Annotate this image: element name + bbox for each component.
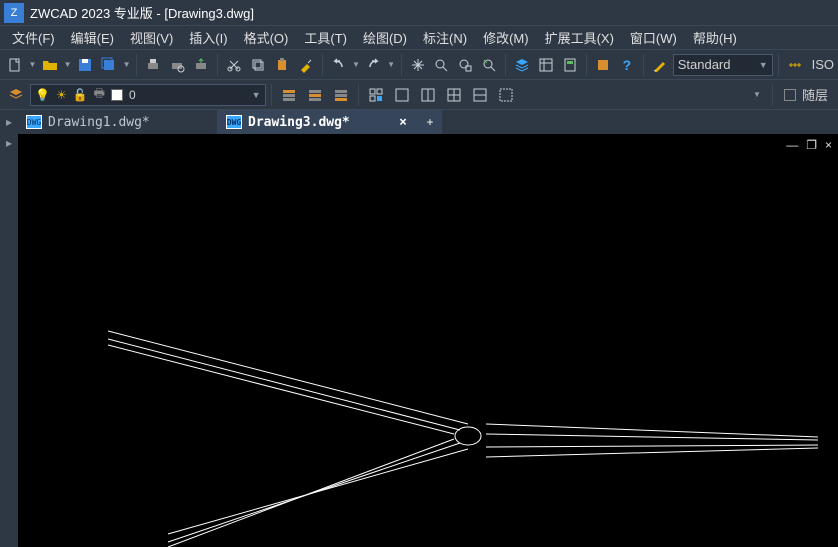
vp-two-button[interactable] [416, 83, 440, 107]
layers-button[interactable] [511, 53, 533, 77]
layer-manager-button[interactable] [4, 83, 28, 107]
print-preview-button[interactable] [166, 53, 188, 77]
viewport-maximize-button[interactable]: ❐ [806, 138, 817, 152]
redo-button[interactable] [363, 53, 385, 77]
color-bylayer[interactable]: 随层 [778, 85, 834, 104]
bylayer-label: 随层 [802, 85, 828, 104]
app-title: ZWCAD 2023 专业版 - [Drawing3.dwg] [30, 3, 254, 22]
menu-dim[interactable]: 标注(N) [415, 26, 475, 49]
toolbar-main: ▼ ▼ ▼ ▼ ▼ ? Standard ▼ ISO [0, 50, 838, 80]
tab-close-button[interactable]: × [399, 115, 407, 130]
dimstyle-button[interactable] [784, 53, 806, 77]
help-button[interactable]: ? [616, 53, 638, 77]
dwg-icon: DWG [26, 115, 42, 129]
vp-four-button[interactable] [442, 83, 466, 107]
drawing-content [18, 134, 838, 547]
vp-dash-button[interactable] [494, 83, 518, 107]
menu-tool[interactable]: 工具(T) [296, 26, 355, 49]
menu-format[interactable]: 格式(O) [236, 26, 297, 49]
save-dropdown-icon[interactable]: ▼ [122, 60, 131, 69]
vp-freeze-button[interactable] [364, 83, 388, 107]
zoom-window-button[interactable] [454, 53, 476, 77]
menu-insert[interactable]: 插入(I) [181, 26, 235, 49]
app-icon: Z [4, 3, 24, 23]
redo-dropdown-icon[interactable]: ▼ [387, 60, 396, 69]
toolbar-layers: 💡 ☀ 🔓 🖶 0 ▼ ▼ 随层 [0, 80, 838, 110]
document-tab-drawing1[interactable]: DWG Drawing1.dwg* [18, 110, 218, 134]
menu-ext[interactable]: 扩展工具(X) [537, 26, 622, 49]
zoom-prev-button[interactable] [478, 53, 500, 77]
layer-uniso-button[interactable] [303, 83, 327, 107]
left-gutter-handle[interactable]: ▸ [0, 134, 18, 547]
menu-help[interactable]: 帮助(H) [685, 26, 745, 49]
titlebar: Z ZWCAD 2023 专业版 - [Drawing3.dwg] [0, 0, 838, 26]
bylayer-swatch-icon [784, 89, 796, 101]
linetype-dropdown-icon[interactable]: ▼ [747, 90, 767, 99]
pan-button[interactable] [407, 53, 429, 77]
menu-window[interactable]: 窗口(W) [622, 26, 685, 49]
publish-button[interactable] [190, 53, 212, 77]
sun-icon: ☀ [56, 88, 67, 102]
new-file-button[interactable] [4, 53, 26, 77]
text-style-combo[interactable]: Standard ▼ [673, 54, 773, 76]
iso-label: ISO [808, 57, 834, 72]
open-file-dropdown-icon[interactable]: ▼ [63, 60, 72, 69]
save-all-button[interactable] [98, 53, 120, 77]
menu-draw[interactable]: 绘图(D) [355, 26, 415, 49]
document-tab-label: Drawing1.dwg* [48, 115, 150, 130]
copy-button[interactable] [247, 53, 269, 77]
matchprop-button[interactable] [295, 53, 317, 77]
drawing-canvas[interactable]: — ❐ × [18, 134, 838, 547]
text-style-value: Standard [678, 57, 731, 72]
properties-button[interactable] [535, 53, 557, 77]
layer-dropdown-icon[interactable]: ▼ [252, 90, 261, 100]
zoom-button[interactable] [431, 53, 453, 77]
undo-button[interactable] [328, 53, 350, 77]
menu-file[interactable]: 文件(F) [4, 26, 63, 49]
tab-scroll-left-icon[interactable]: ▸ [0, 110, 18, 134]
layer-combo[interactable]: 💡 ☀ 🔓 🖶 0 ▼ [30, 84, 266, 106]
undo-dropdown-icon[interactable]: ▼ [351, 60, 360, 69]
menubar: 文件(F) 编辑(E) 视图(V) 插入(I) 格式(O) 工具(T) 绘图(D… [0, 26, 838, 50]
lock-icon: 🔓 [73, 88, 88, 102]
cut-button[interactable] [223, 53, 245, 77]
text-style-dropdown-icon[interactable]: ▼ [759, 60, 768, 70]
layer-color-swatch [111, 89, 123, 101]
layer-name: 0 [129, 88, 136, 102]
layer-off-button[interactable] [329, 83, 353, 107]
document-tabs: ▸ DWG Drawing1.dwg* DWG Drawing3.dwg* × … [0, 110, 838, 134]
document-tab-drawing3[interactable]: DWG Drawing3.dwg* × [218, 110, 418, 134]
dwg-icon: DWG [226, 115, 242, 129]
vp-hsplit-button[interactable] [468, 83, 492, 107]
menu-modify[interactable]: 修改(M) [475, 26, 537, 49]
paste-button[interactable] [271, 53, 293, 77]
open-file-button[interactable] [39, 53, 61, 77]
viewport-minimize-button[interactable]: — [786, 138, 798, 152]
block-button[interactable] [592, 53, 614, 77]
document-tab-label: Drawing3.dwg* [248, 115, 350, 130]
calculator-button[interactable] [559, 53, 581, 77]
bulb-icon: 💡 [35, 88, 50, 102]
layer-iso-button[interactable] [277, 83, 301, 107]
vp-single-button[interactable] [390, 83, 414, 107]
print-button[interactable] [142, 53, 164, 77]
tab-add-button[interactable]: + [418, 110, 442, 134]
viewport-close-button[interactable]: × [825, 138, 832, 152]
save-button[interactable] [74, 53, 96, 77]
menu-edit[interactable]: 编辑(E) [63, 26, 122, 49]
print-icon: 🖶 [94, 84, 105, 105]
new-file-dropdown-icon[interactable]: ▼ [28, 60, 37, 69]
text-style-button[interactable] [649, 53, 671, 77]
workspace: ▸ — ❐ × [0, 134, 838, 547]
menu-view[interactable]: 视图(V) [122, 26, 181, 49]
